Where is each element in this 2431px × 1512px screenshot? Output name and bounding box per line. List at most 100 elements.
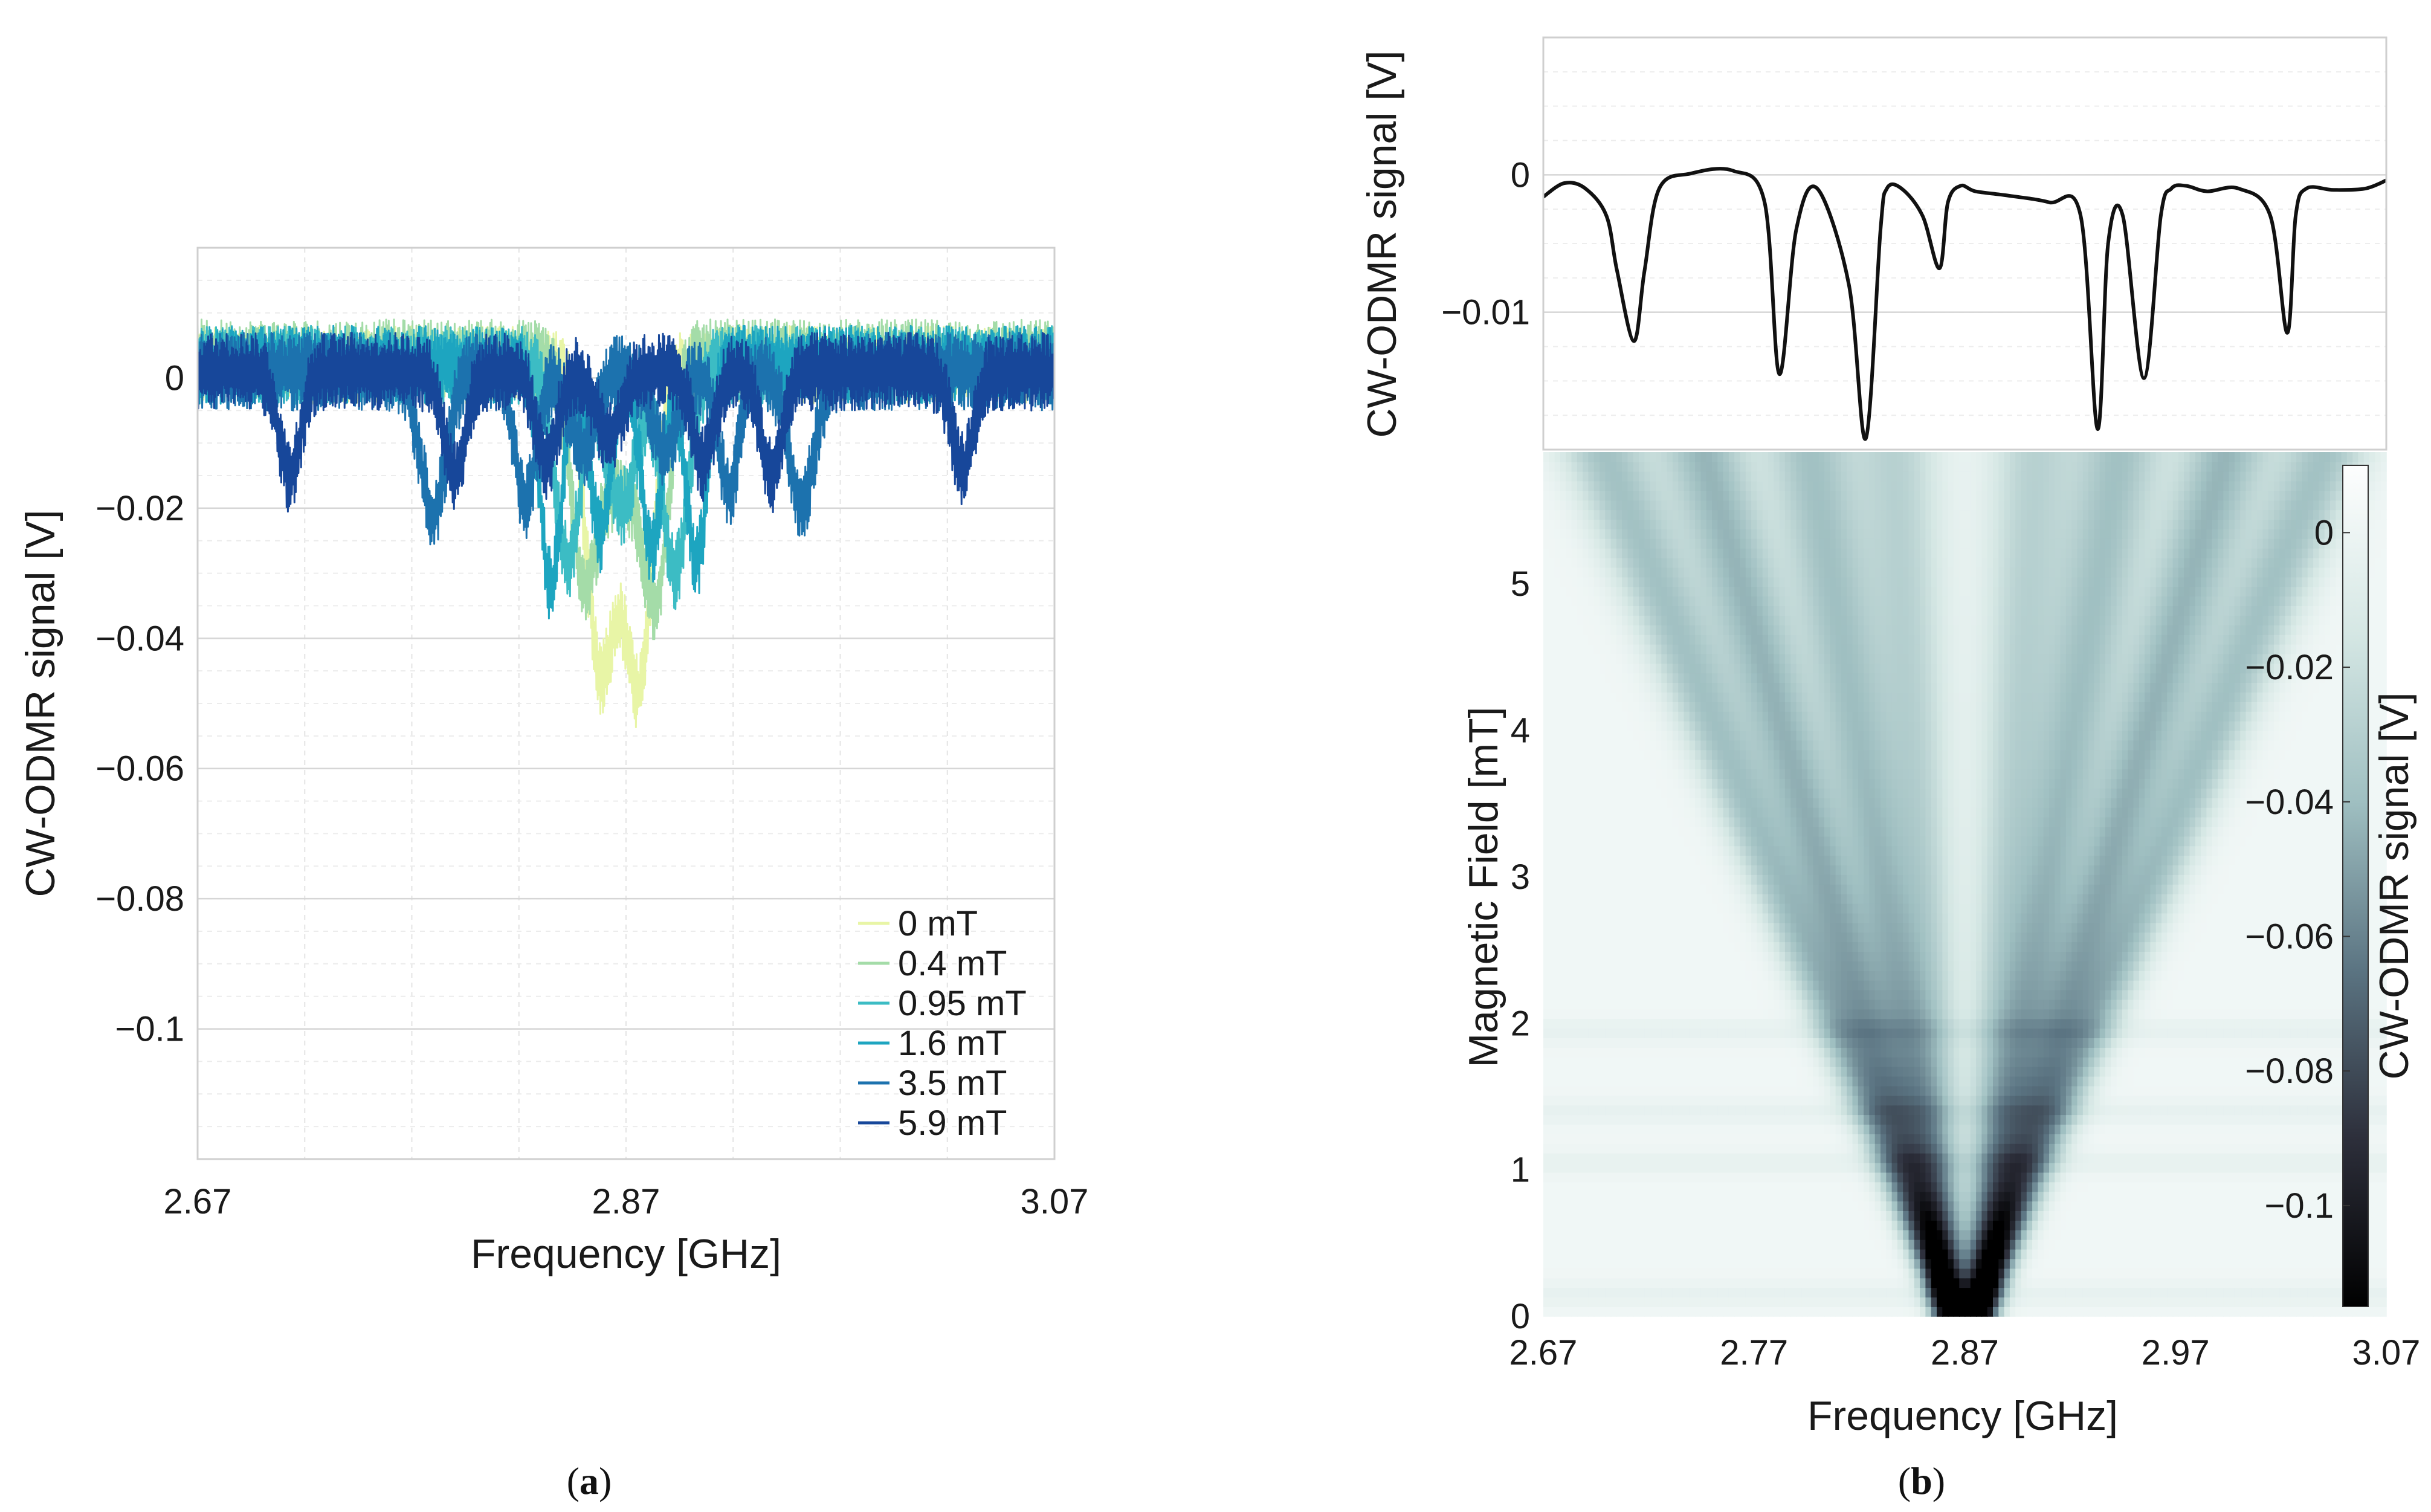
- heatmap-cell: [2133, 1201, 2140, 1211]
- heatmap-cell: [2212, 1307, 2218, 1317]
- heatmap-cell: [1807, 1162, 1814, 1173]
- heatmap-cell: [1554, 1095, 1561, 1106]
- heatmap-cell: [2184, 1278, 2190, 1288]
- heatmap-cell: [1633, 1181, 1639, 1192]
- heatmap-cell: [1566, 1076, 1572, 1087]
- heatmap-cell: [1908, 1134, 1915, 1144]
- heatmap-cell: [2009, 1287, 2016, 1297]
- heatmap-cell: [2302, 1230, 2308, 1240]
- heatmap-cell: [2122, 1210, 2128, 1221]
- heatmap-cell: [2060, 1085, 2067, 1096]
- heatmap-cell: [2065, 1239, 2072, 1250]
- heatmap-cell: [1801, 1095, 1808, 1106]
- heatmap-cell: [1566, 1085, 1572, 1096]
- heatmap-cell: [1779, 1057, 1786, 1067]
- heatmap-cell: [2279, 1057, 2286, 1067]
- heatmap-cell: [1700, 1152, 1707, 1163]
- heatmap-cell: [2195, 1287, 2201, 1297]
- heatmap-cell: [2223, 1201, 2230, 1211]
- heatmap-cell: [1925, 1201, 1932, 1211]
- heatmap-cell: [2285, 1143, 2291, 1154]
- heatmap-cell: [2043, 1162, 2050, 1173]
- heatmap-cell: [1577, 1143, 1583, 1154]
- heatmap-cell: [1571, 1028, 1578, 1038]
- heatmap-cell: [1560, 1076, 1566, 1087]
- heatmap-cell: [2245, 1057, 2252, 1067]
- heatmap-cell: [1650, 1220, 1656, 1230]
- heatmap-cell: [2094, 1018, 2100, 1029]
- heatmap-cell: [2043, 1249, 2050, 1259]
- heatmap-cell: [1689, 1210, 1696, 1221]
- heatmap-cell: [1993, 1066, 2000, 1077]
- heatmap-cell: [1689, 1249, 1696, 1259]
- heatmap-cell: [1616, 1152, 1622, 1163]
- heatmap-cell: [1566, 1162, 1572, 1173]
- heatmap-cell: [1864, 1105, 1870, 1116]
- heatmap-cell: [1897, 1181, 1903, 1192]
- heatmap-cell: [2195, 1307, 2201, 1317]
- heatmap-cell: [2251, 1172, 2258, 1183]
- heatmap-cell: [1964, 1038, 1971, 1048]
- heatmap-cell: [1830, 1076, 1836, 1087]
- heatmap-cell: [1605, 1307, 1612, 1317]
- heatmap-cell: [1650, 1018, 1656, 1029]
- heatmap-cell: [1942, 1152, 1949, 1163]
- heatmap-cell: [2155, 1220, 2162, 1230]
- heatmap-cell: [1998, 1143, 2005, 1154]
- heatmap-cell: [1684, 1114, 1690, 1125]
- heatmap-cell: [1784, 1076, 1791, 1087]
- heatmap-cell: [1784, 1047, 1791, 1058]
- heatmap-cell: [2285, 1095, 2291, 1106]
- heatmap-cell: [2229, 1134, 2235, 1144]
- heatmap-cell: [2065, 1105, 2072, 1116]
- heatmap-cell: [1796, 1287, 1803, 1297]
- heatmap-cell: [2229, 1162, 2235, 1173]
- heatmap-cell: [2122, 1191, 2128, 1202]
- heatmap-cell: [1897, 1201, 1903, 1211]
- heatmap-cell: [1667, 1191, 1673, 1202]
- heatmap-cell: [2324, 1105, 2331, 1116]
- heatmap-cell: [1616, 999, 1622, 1010]
- heatmap-cell: [2082, 1047, 2089, 1058]
- heatmap-cell: [1560, 1268, 1566, 1279]
- heatmap-cell: [2094, 1038, 2100, 1048]
- heatmap-cell: [1920, 1172, 1926, 1183]
- heatmap-cell: [2375, 1230, 2381, 1240]
- heatmap-cell: [2111, 1278, 2117, 1288]
- heatmap-cell: [1948, 1009, 1954, 1019]
- heatmap-cell: [2071, 1076, 2078, 1087]
- heatmap-cell: [1998, 1066, 2005, 1077]
- heatmap-cell: [1588, 1268, 1595, 1279]
- heatmap-cell: [1835, 1105, 1842, 1116]
- heatmap-cell: [1987, 1307, 1994, 1317]
- heatmap-cell: [1796, 1191, 1803, 1202]
- heatmap-cell: [1796, 1278, 1803, 1288]
- heatmap-cell: [1931, 1297, 1937, 1307]
- heatmap-cell: [2038, 1066, 2044, 1077]
- heatmap-cell: [1583, 1028, 1589, 1038]
- heatmap-cell: [2150, 1018, 2157, 1029]
- heatmap-cell: [1712, 1143, 1719, 1154]
- heatmap-cell: [2172, 1162, 2179, 1173]
- heatmap-cell: [2009, 1201, 2016, 1211]
- heatmap-cell: [2229, 1239, 2235, 1250]
- heatmap-cell: [2218, 1220, 2224, 1230]
- heatmap-cell: [1897, 1028, 1903, 1038]
- heatmap-cell: [1751, 1124, 1758, 1134]
- heatmap-cell: [2145, 1268, 2151, 1279]
- heatmap-cell: [2240, 1191, 2247, 1202]
- heatmap-cell: [1948, 1057, 1954, 1067]
- heatmap-cell: [1869, 1191, 1876, 1202]
- heatmap-cell: [2245, 1114, 2252, 1125]
- heatmap-cell: [1903, 1057, 1910, 1067]
- heatmap-cell: [2223, 1124, 2230, 1134]
- heatmap-cell: [1835, 1076, 1842, 1087]
- heatmap-cell: [1903, 1114, 1910, 1125]
- heatmap-cell: [2274, 1085, 2281, 1096]
- heatmap-cell: [1864, 1172, 1870, 1183]
- heatmap-cell: [1762, 1287, 1769, 1297]
- heatmap-cell: [1847, 1143, 1853, 1154]
- heatmap-cell: [1908, 1152, 1915, 1163]
- heatmap-cell: [2375, 1028, 2381, 1038]
- heatmap-cell: [2049, 1191, 2056, 1202]
